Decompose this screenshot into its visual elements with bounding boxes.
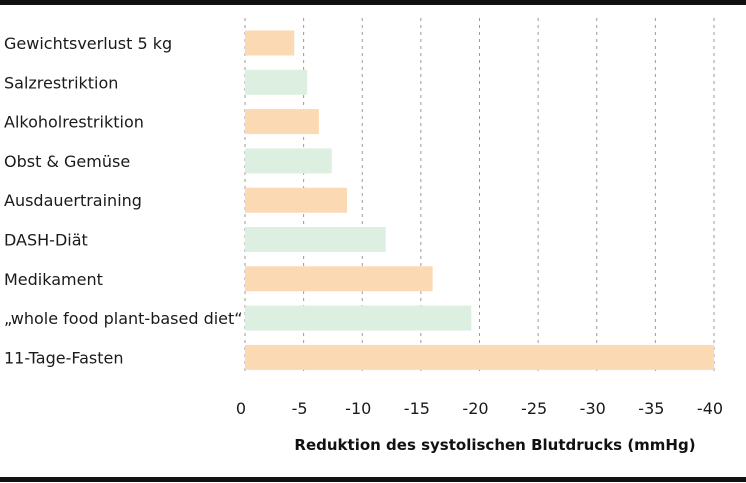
bars [245,30,714,370]
bar [245,227,386,252]
bar [245,109,319,135]
bar [245,305,472,331]
x-tick-label: -25 [521,399,547,418]
category-label: Obst & Gemüse [4,152,130,171]
x-tick-label: -30 [580,399,606,418]
category-label: Ausdauertraining [4,191,142,210]
x-tick-labels: 0 -5 -10 -15 -20 -25 -30 -35 -40 [236,399,723,418]
x-tick-label: 0 [236,399,246,418]
x-tick-label: -20 [462,399,488,418]
category-label: Medikament [4,270,103,289]
category-label: „whole food plant-based diet“ [4,309,243,328]
category-label: DASH-Diät [4,231,88,250]
bar [245,148,332,174]
bar [245,344,714,370]
x-tick-label: -5 [292,399,308,418]
bar [245,30,295,56]
category-label: Alkoholrestriktion [4,113,144,132]
category-label: 11-Tage-Fasten [4,348,124,367]
x-axis-title: Reduktion des systolischen Blutdrucks (m… [294,436,695,454]
x-tick-label: -10 [345,399,371,418]
bar [245,187,348,213]
bar [245,266,433,292]
x-tick-label: -35 [638,399,664,418]
category-label: Gewichtsverlust 5 kg [4,34,172,53]
category-labels: Gewichtsverlust 5 kg Salzrestriktion Alkoh… [4,34,243,367]
x-tick-label: -15 [404,399,430,418]
bottom-rule [0,477,746,482]
x-tick-label: -40 [697,399,723,418]
top-rule [0,0,746,5]
category-label: Salzrestriktion [4,73,118,92]
bar [245,69,308,95]
